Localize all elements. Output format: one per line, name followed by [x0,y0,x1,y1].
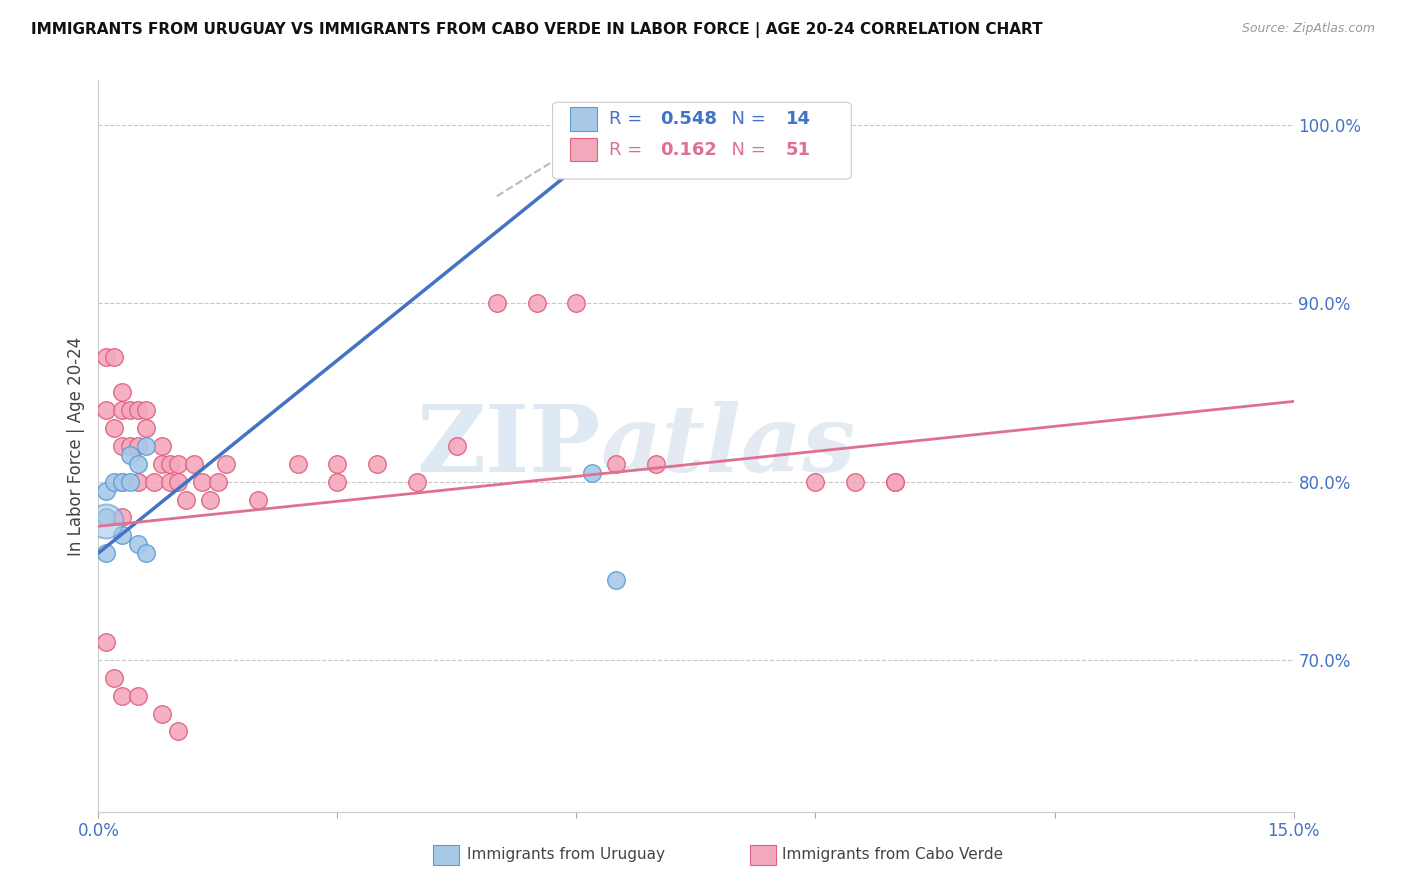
Bar [571,107,596,131]
Point [135,439,157,453]
Point [159,475,181,489]
Point [326,457,349,471]
Point [198,492,221,507]
Point [581,466,603,480]
Point [120,403,142,417]
Point [326,475,349,489]
Text: N =: N = [720,141,772,159]
Point [96,403,118,417]
Point [150,457,173,471]
Text: 51: 51 [786,141,811,159]
Point [167,475,190,489]
Point [127,475,149,489]
Point [167,457,190,471]
Point [191,475,214,489]
Point [111,475,134,489]
Point [96,483,118,498]
Bar [571,138,596,161]
Bar [749,845,776,865]
Point [120,475,142,489]
Point [96,514,118,528]
Point [96,546,118,560]
Text: 0.162: 0.162 [661,141,717,159]
Point [159,457,181,471]
Text: 14: 14 [786,110,811,128]
Point [127,439,149,453]
Point [103,421,125,435]
Text: IMMIGRANTS FROM URUGUAY VS IMMIGRANTS FROM CABO VERDE IN LABOR FORCE | AGE 20-24: IMMIGRANTS FROM URUGUAY VS IMMIGRANTS FR… [31,22,1043,38]
Point [127,537,149,551]
Point [135,421,157,435]
Point [103,475,125,489]
Text: Immigrants from Cabo Verde: Immigrants from Cabo Verde [782,847,1002,863]
Point [645,457,668,471]
Point [565,296,588,310]
Point [526,296,548,310]
Point [884,475,907,489]
Text: 0.548: 0.548 [661,110,717,128]
Point [406,475,429,489]
Point [111,385,134,400]
Point [183,457,205,471]
Point [127,457,149,471]
Point [143,475,166,489]
Point [246,492,269,507]
Point [135,546,157,560]
Point [111,510,134,524]
Point [111,528,134,542]
Point [96,510,118,524]
Point [215,457,238,471]
FancyBboxPatch shape [553,103,852,179]
Point [605,573,627,587]
Text: N =: N = [720,110,772,128]
Point [174,492,197,507]
Point [111,689,134,703]
Point [167,724,190,739]
Text: R =: R = [609,141,654,159]
Text: Immigrants from Uruguay: Immigrants from Uruguay [467,847,665,863]
Text: atlas: atlas [600,401,856,491]
Text: Source: ZipAtlas.com: Source: ZipAtlas.com [1241,22,1375,36]
Point [150,706,173,721]
Point [446,439,468,453]
Point [485,296,508,310]
Y-axis label: In Labor Force | Age 20-24: In Labor Force | Age 20-24 [66,336,84,556]
Point [605,457,627,471]
Bar [433,845,460,865]
Point [111,475,134,489]
Point [103,671,125,685]
Point [884,475,907,489]
Point [103,350,125,364]
Point [120,439,142,453]
Text: ZIP: ZIP [416,401,600,491]
Point [844,475,866,489]
Point [366,457,388,471]
Text: R =: R = [609,110,648,128]
Point [111,403,134,417]
Point [135,403,157,417]
Point [287,457,309,471]
Point [207,475,229,489]
Point [150,439,173,453]
Point [96,350,118,364]
Point [111,439,134,453]
Point [804,475,827,489]
Point [96,635,118,649]
Point [127,689,149,703]
Point [127,403,149,417]
Point [120,448,142,462]
